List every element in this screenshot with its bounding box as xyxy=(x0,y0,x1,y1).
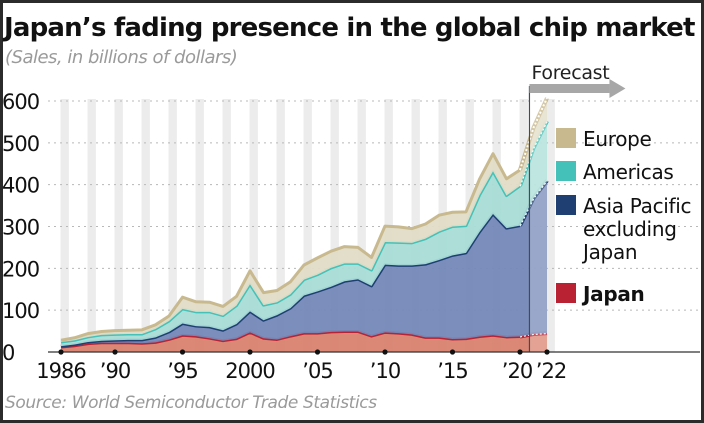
year-band xyxy=(60,99,69,352)
x-tick-dot xyxy=(112,349,118,355)
year-band xyxy=(303,99,312,352)
y-tick-label: 600 xyxy=(2,90,39,114)
area-americas xyxy=(61,121,547,347)
year-band xyxy=(276,99,285,352)
chart-title: Japan’s fading presence in the global ch… xyxy=(4,13,695,43)
x-tick-dot xyxy=(58,349,64,355)
x-tick-dot xyxy=(517,349,523,355)
x-tick-label: 1986 xyxy=(36,359,86,383)
forecast-region: Forecast xyxy=(528,62,626,352)
x-tick-dot xyxy=(544,349,550,355)
legend-label-line: excluding xyxy=(583,217,677,241)
x-tick-dot xyxy=(314,349,321,355)
year-band xyxy=(168,99,177,352)
legend-swatch-asia-pacific-excluding-japan xyxy=(556,195,576,215)
year-band xyxy=(411,99,420,352)
forecast-arrow-shaft xyxy=(529,84,610,93)
legend-swatch-japan xyxy=(556,283,576,303)
chart-subtitle: (Sales, in billions of dollars) xyxy=(5,47,238,68)
year-band xyxy=(114,99,123,352)
x-tick-dot xyxy=(247,349,253,355)
y-tick-label: 0 xyxy=(2,341,14,365)
legend-label-americas: Americas xyxy=(583,160,674,184)
y-tick-label: 300 xyxy=(2,216,39,240)
y-tick-label: 200 xyxy=(2,257,39,281)
legend-label-japan: Japan xyxy=(581,282,645,306)
forecast-dash xyxy=(519,97,548,171)
forecast-dash xyxy=(519,332,548,338)
forecast-shade xyxy=(529,89,547,352)
year-band xyxy=(195,99,204,352)
x-tick-dot xyxy=(449,349,456,355)
year-band xyxy=(141,99,150,352)
x-tick-label: 2000 xyxy=(225,359,274,383)
legend-swatch-americas xyxy=(556,161,576,181)
x-tick-label: ’22 xyxy=(536,359,566,383)
x-tick-dot xyxy=(179,349,186,355)
x-tick-label: ’15 xyxy=(437,359,467,383)
area-europe xyxy=(61,98,547,342)
legend-swatch-europe xyxy=(556,128,576,148)
x-tick-label: ’05 xyxy=(302,359,332,383)
x-tick-label: ’10 xyxy=(370,359,400,383)
year-band xyxy=(546,99,555,352)
y-tick-label: 100 xyxy=(2,299,39,323)
x-tick-label: ’20 xyxy=(502,359,532,383)
x-tick-label: ’90 xyxy=(100,359,130,383)
legend-label-line: Japan xyxy=(581,240,637,264)
stacked-areas xyxy=(60,97,549,352)
legend-label-line: Asia Pacific xyxy=(583,194,691,218)
y-tick-label: 500 xyxy=(2,132,39,156)
legend-label-europe: Europe xyxy=(583,127,652,151)
year-band xyxy=(222,99,231,352)
series-line-europe xyxy=(60,152,521,342)
year-band xyxy=(330,99,339,352)
year-band xyxy=(357,99,366,352)
x-tick-label: ’95 xyxy=(167,359,197,383)
source-note: Source: World Semiconductor Trade Statis… xyxy=(5,393,377,413)
axes: 0 100 200 300 400 500 600 1986 ’90 ’95 2000 ’05 ’10 ’… xyxy=(2,90,700,383)
legend-label-asia-pacific-excluding-japan: Asia Pacific excluding Japan xyxy=(581,194,691,264)
forecast-label: Forecast xyxy=(531,62,609,84)
year-band xyxy=(249,99,258,352)
forecast-arrow-head xyxy=(609,79,626,98)
x-tick-dot xyxy=(382,349,388,355)
year-band xyxy=(87,99,96,352)
y-tick-label: 400 xyxy=(2,174,39,198)
area-asia-pacific-excluding-japan xyxy=(61,180,547,347)
